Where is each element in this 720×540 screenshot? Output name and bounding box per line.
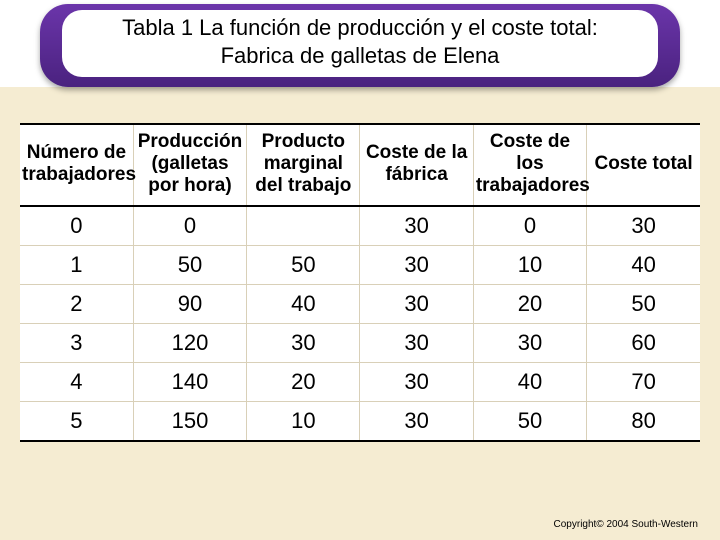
cell: 30 [360, 362, 473, 401]
table-row: 5 150 10 30 50 80 [20, 401, 700, 440]
cell: 10 [247, 401, 360, 440]
cell: 1 [20, 245, 133, 284]
table-row: 1 50 50 30 10 40 [20, 245, 700, 284]
title-inner: Tabla 1 La función de producción y el co… [62, 10, 658, 77]
col-header: Coste de los trabajadores [473, 125, 586, 206]
cell: 40 [247, 284, 360, 323]
cell: 30 [247, 323, 360, 362]
cell: 2 [20, 284, 133, 323]
cell: 40 [473, 362, 586, 401]
cell: 60 [587, 323, 700, 362]
col-header: Coste de la fábrica [360, 125, 473, 206]
cell: 40 [587, 245, 700, 284]
table-row: 2 90 40 30 20 50 [20, 284, 700, 323]
table-header-row: Número de trabajadores Producción (galle… [20, 125, 700, 206]
cell: 30 [360, 206, 473, 246]
cell: 4 [20, 362, 133, 401]
cost-table: Número de trabajadores Producción (galle… [20, 125, 700, 440]
cell: 30 [360, 245, 473, 284]
cell: 80 [587, 401, 700, 440]
title-pill: Tabla 1 La función de producción y el co… [40, 4, 680, 87]
cell: 30 [473, 323, 586, 362]
col-header: Producción (galletas por hora) [133, 125, 246, 206]
cell: 120 [133, 323, 246, 362]
cell: 50 [133, 245, 246, 284]
title-bar: Tabla 1 La función de producción y el co… [0, 0, 720, 87]
col-header: Producto marginal del trabajo [247, 125, 360, 206]
table-row: 4 140 20 30 40 70 [20, 362, 700, 401]
cell: 0 [473, 206, 586, 246]
cell: 20 [247, 362, 360, 401]
cell: 150 [133, 401, 246, 440]
cell: 0 [20, 206, 133, 246]
cell: 0 [133, 206, 246, 246]
col-header: Coste total [587, 125, 700, 206]
cell: 20 [473, 284, 586, 323]
cell: 140 [133, 362, 246, 401]
table-row: 3 120 30 30 30 60 [20, 323, 700, 362]
cell: 10 [473, 245, 586, 284]
cell [247, 206, 360, 246]
cell: 5 [20, 401, 133, 440]
cell: 50 [587, 284, 700, 323]
cell: 30 [360, 401, 473, 440]
cost-table-wrap: Número de trabajadores Producción (galle… [20, 123, 700, 442]
cell: 30 [360, 284, 473, 323]
title-line-2: Fabrica de galletas de Elena [76, 42, 644, 70]
copyright-text: Copyright© 2004 South-Western [554, 519, 698, 530]
cell: 50 [247, 245, 360, 284]
cell: 3 [20, 323, 133, 362]
cell: 30 [587, 206, 700, 246]
table-row: 0 0 30 0 30 [20, 206, 700, 246]
cell: 30 [360, 323, 473, 362]
title-line-1: Tabla 1 La función de producción y el co… [76, 14, 644, 42]
cell: 50 [473, 401, 586, 440]
table-body: 0 0 30 0 30 1 50 50 30 10 40 2 90 40 30 … [20, 206, 700, 440]
col-header: Número de trabajadores [20, 125, 133, 206]
cell: 70 [587, 362, 700, 401]
cell: 90 [133, 284, 246, 323]
